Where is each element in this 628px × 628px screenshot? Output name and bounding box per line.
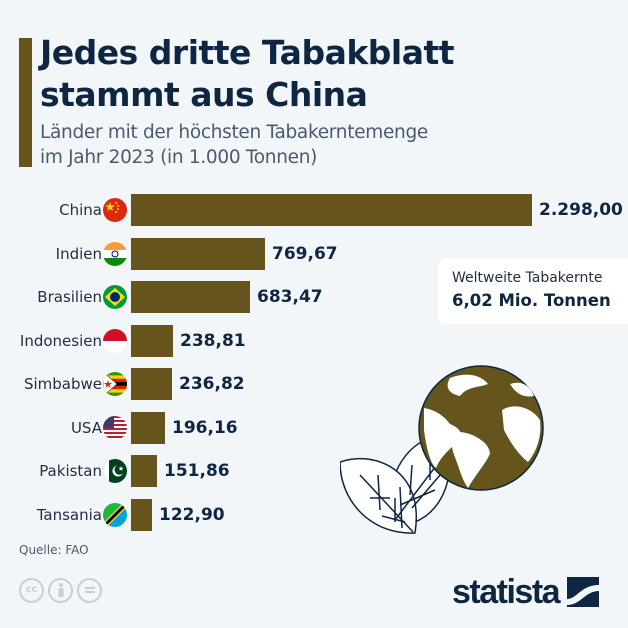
country-label: Indonesien xyxy=(19,331,102,350)
country-label: USA xyxy=(70,418,102,437)
value-label: 236,82 xyxy=(179,374,245,394)
value-label: 238,81 xyxy=(180,330,246,351)
callout-value: 6,02 Mio. Tonnen xyxy=(452,291,611,310)
bar xyxy=(131,455,157,487)
country-label: Tansania xyxy=(36,505,102,524)
bar-row: Pakistan 151,86 xyxy=(0,455,628,487)
value-label: 2.298,00 xyxy=(539,200,623,220)
bar-row: Indien 769,67 xyxy=(0,237,628,270)
brazil-flag-icon xyxy=(103,285,127,309)
subtitle: Länder mit der höchsten Tabakerntemenge … xyxy=(40,120,428,170)
usa-flag-icon xyxy=(103,415,127,440)
country-label: Simbabwe xyxy=(23,375,102,393)
country-label: China xyxy=(59,201,102,219)
bar xyxy=(131,237,265,270)
indonesia-flag-icon xyxy=(103,328,127,353)
title-line-2: stammt aus China xyxy=(40,75,368,114)
china-flag-icon xyxy=(103,198,127,222)
bar-row: China 2.298,00 xyxy=(0,194,628,226)
bar-row: USA 196,16 xyxy=(0,411,628,444)
country-label: Brasilien xyxy=(37,288,102,306)
bar xyxy=(131,281,250,313)
bar-row: Simbabwe 236,82 xyxy=(0,368,628,400)
value-label: 196,16 xyxy=(172,417,238,438)
callout-label: Weltweite Tabakernte xyxy=(452,270,603,286)
brand-name: statista xyxy=(452,572,561,611)
bar-row: Brasilien 683,47 xyxy=(0,281,628,313)
country-label: Indien xyxy=(55,244,102,263)
total-callout: Weltweite Tabakernte 6,02 Mio. Tonnen xyxy=(438,258,628,324)
value-label: 769,67 xyxy=(272,243,338,264)
title-accent-bar xyxy=(19,38,32,167)
value-label: 151,86 xyxy=(164,461,230,481)
title-line-1: Jedes dritte Tabakblatt xyxy=(40,33,455,72)
globe-icon xyxy=(418,365,544,491)
zimbabwe-flag-icon xyxy=(103,372,127,396)
bar xyxy=(131,498,152,531)
page-title: Jedes dritte Tabakblatt stammt aus China xyxy=(40,32,455,116)
bar-row: Tansania 122,90 xyxy=(0,498,628,531)
attribution-icon[interactable] xyxy=(48,578,73,603)
india-flag-icon xyxy=(103,241,127,266)
tanzania-flag-icon xyxy=(103,502,127,527)
country-label: Pakistan xyxy=(39,462,102,480)
bar xyxy=(131,411,165,444)
bar xyxy=(131,324,173,357)
pakistan-flag-icon xyxy=(103,459,127,483)
source-note: Quelle: FAO xyxy=(19,543,89,557)
cc-icon[interactable]: cc xyxy=(19,578,44,603)
statista-logo[interactable]: statista xyxy=(452,572,600,612)
bar xyxy=(131,368,172,400)
bar-row: Indonesien 238,81 xyxy=(0,324,628,357)
subtitle-line-1: Länder mit der höchsten Tabakerntemenge xyxy=(40,122,428,143)
bar xyxy=(131,194,532,226)
subtitle-line-2: im Jahr 2023 (in 1.000 Tonnen) xyxy=(40,147,318,168)
statista-mark-icon xyxy=(567,577,600,607)
value-label: 122,90 xyxy=(159,504,225,525)
no-derivatives-icon[interactable] xyxy=(77,578,102,603)
globe-leaves-illustration xyxy=(340,365,544,534)
value-label: 683,47 xyxy=(257,287,323,307)
